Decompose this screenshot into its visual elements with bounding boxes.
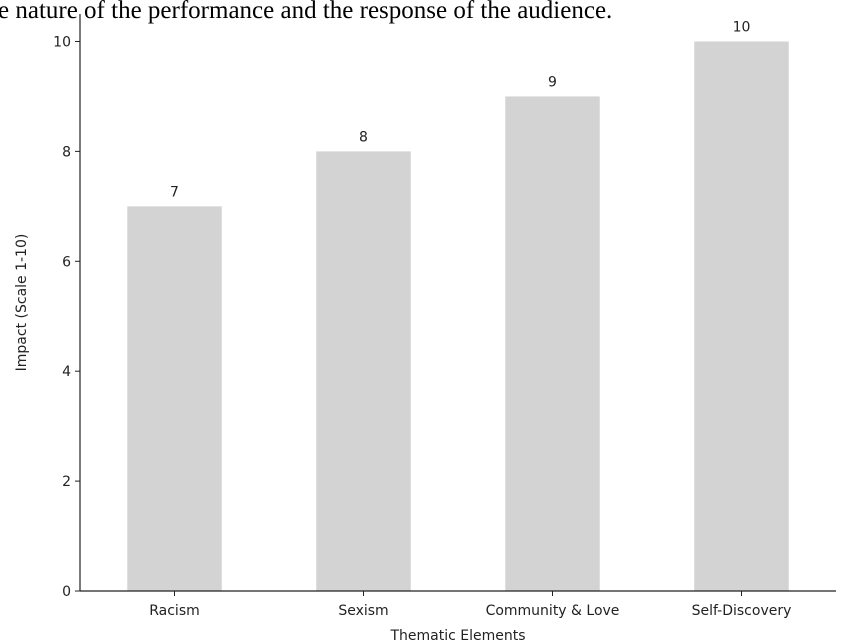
y-axis-title: Impact (Scale 1-10) xyxy=(14,234,30,372)
y-tick-label: 8 xyxy=(62,144,71,160)
x-tick-label: Community & Love xyxy=(486,603,620,619)
x-axis-ticks: Racism Sexism Community & Love Self-Discove… xyxy=(149,591,791,619)
y-tick-label: 10 xyxy=(53,34,71,50)
x-axis-title: Thematic Elements xyxy=(389,628,525,643)
bar-sexism xyxy=(316,151,411,591)
bar-value-label: 9 xyxy=(548,74,557,90)
y-tick-label: 4 xyxy=(62,364,71,380)
bar-racism xyxy=(127,206,222,591)
x-tick-label: Racism xyxy=(149,603,200,619)
bar-value-label: 10 xyxy=(733,19,751,35)
bar-value-label: 8 xyxy=(359,129,368,145)
page-caption-text: e nature of the performance and the resp… xyxy=(0,0,612,24)
bar-self-discovery xyxy=(694,41,789,592)
y-tick-label: 0 xyxy=(62,584,71,600)
x-tick-label: Self-Discovery xyxy=(692,603,792,619)
y-tick-label: 6 xyxy=(62,254,71,270)
bars-layer xyxy=(127,41,789,592)
x-tick-label: Sexism xyxy=(338,603,388,619)
bar-community-love xyxy=(505,96,600,592)
y-axis-ticks: 0 2 4 6 8 10 xyxy=(53,34,80,600)
value-labels-layer: 7 8 9 10 xyxy=(170,19,750,200)
bar-value-label: 7 xyxy=(170,184,179,200)
y-tick-label: 2 xyxy=(62,474,71,490)
